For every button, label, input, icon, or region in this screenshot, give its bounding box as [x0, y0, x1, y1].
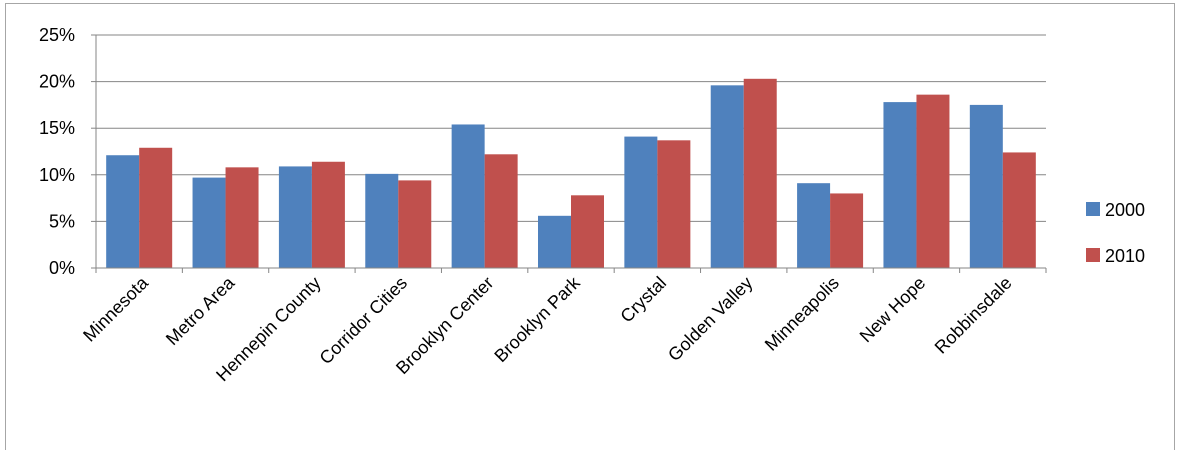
legend-swatch-2010 — [1086, 248, 1100, 262]
y-tick-label: 20% — [39, 72, 75, 92]
bar-2010-1 — [225, 167, 259, 268]
legend: 2000 2010 — [1086, 200, 1145, 266]
bar-2010-6 — [657, 140, 691, 268]
y-tick-label: 10% — [39, 165, 75, 185]
bar-2010-0 — [139, 147, 173, 268]
legend-label-2000: 2000 — [1105, 200, 1145, 220]
bar-2010-8 — [830, 193, 864, 268]
x-tick-label: Golden Valley — [664, 273, 756, 365]
bar-2000-10 — [969, 104, 1003, 269]
bar-2010-9 — [916, 94, 950, 268]
y-tick-labels: 0% 5% 10% 15% 20% 25% — [39, 25, 75, 278]
legend-swatch-2000 — [1086, 202, 1100, 216]
axes — [95, 35, 1047, 273]
y-tick-label: 0% — [49, 258, 75, 278]
y-tick-label: 15% — [39, 118, 75, 138]
bar-2000-9 — [883, 102, 917, 268]
legend-label-2010: 2010 — [1105, 246, 1145, 266]
bar-2010-2 — [311, 161, 345, 268]
bar-2000-6 — [624, 136, 658, 268]
bar-2010-7 — [743, 78, 777, 268]
x-tick-label: Crystal — [616, 273, 670, 327]
y-tick-label: 25% — [39, 25, 75, 45]
chart-frame — [5, 3, 1175, 450]
bar-2010-10 — [1002, 152, 1036, 268]
x-tick-label: Corridor Cities — [316, 273, 411, 368]
bar-2010-3 — [398, 180, 432, 268]
x-tick-label: Minnesota — [79, 272, 153, 346]
bars — [106, 78, 1036, 269]
x-tick-label: Metro Area — [162, 272, 239, 349]
bar-2000-1 — [192, 177, 226, 268]
x-tick-label: Robbinsdale — [931, 273, 1016, 358]
bar-2000-2 — [278, 166, 312, 268]
bar-2010-4 — [484, 154, 518, 268]
bar-2000-4 — [451, 124, 485, 268]
x-tick-label: Brooklyn Park — [490, 272, 584, 366]
x-tick-label: Minneapolis — [761, 273, 843, 355]
x-tick-label: New Hope — [856, 273, 930, 347]
bar-2000-8 — [797, 183, 831, 268]
bar-2000-0 — [106, 155, 140, 268]
y-tick-label: 5% — [49, 211, 75, 231]
bar-2010-5 — [571, 195, 604, 268]
bar-2000-3 — [365, 173, 399, 268]
bar-2000-5 — [538, 215, 571, 268]
bar-2000-7 — [710, 85, 744, 268]
